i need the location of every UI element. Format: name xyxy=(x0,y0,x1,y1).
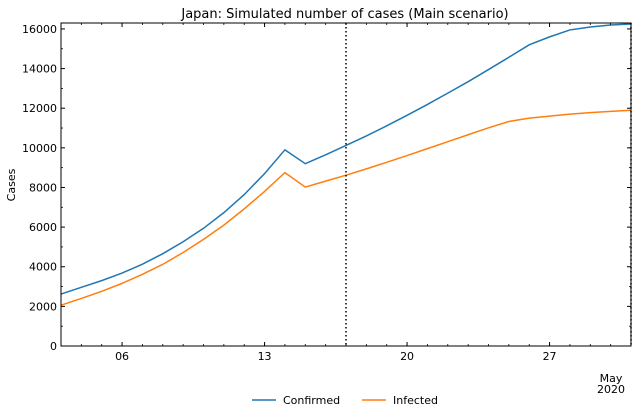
y-tick-label: 4000 xyxy=(29,261,57,274)
x-tick-label: May xyxy=(600,372,623,385)
x-tick-label: 27 xyxy=(543,350,557,363)
y-tick-label: 10000 xyxy=(22,142,57,155)
chart-title: Japan: Simulated number of cases (Main s… xyxy=(180,7,508,22)
y-tick-label: 12000 xyxy=(22,102,57,115)
x-tick-label: 06 xyxy=(115,350,129,363)
y-tick-label: 0 xyxy=(50,340,57,353)
legend-label: Confirmed xyxy=(283,394,340,407)
y-tick-label: 16000 xyxy=(22,23,57,36)
legend: Confirmed Infected xyxy=(252,394,438,407)
y-tick-label: 6000 xyxy=(29,221,57,234)
y-tick-label: 8000 xyxy=(29,181,57,194)
x-tick-label: 20 xyxy=(400,350,414,363)
series-line-confirmed xyxy=(60,23,632,295)
y-axis-label: Cases xyxy=(5,168,18,201)
x-tick-label: 13 xyxy=(258,350,272,363)
x-tick-label: 2020 xyxy=(597,383,625,396)
y-tick-label: 2000 xyxy=(29,300,57,313)
y-tick-label: 14000 xyxy=(22,63,57,76)
legend-label: Infected xyxy=(393,394,438,407)
